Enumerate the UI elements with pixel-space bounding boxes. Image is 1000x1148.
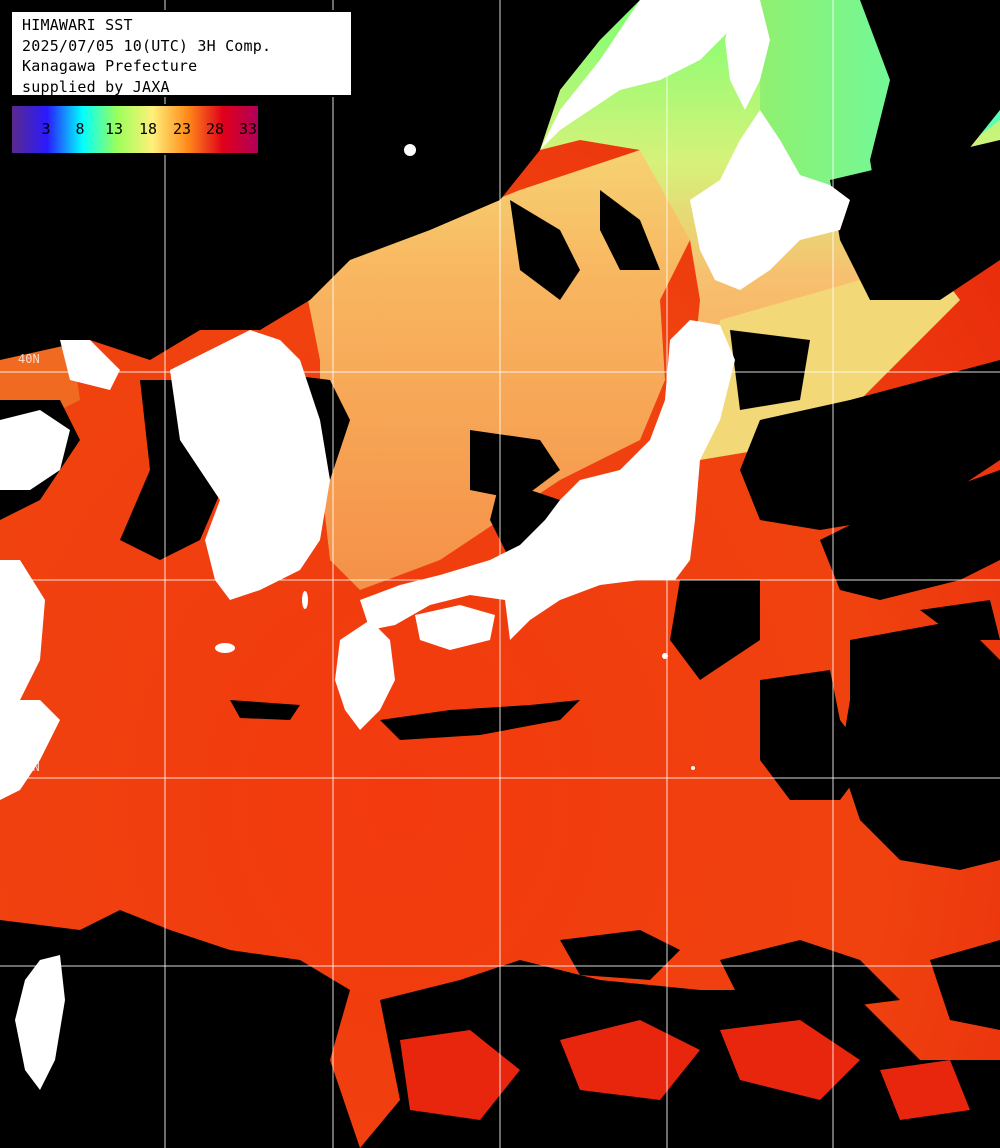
colorbar-tick: 8: [75, 120, 85, 138]
kyushu-land: [335, 620, 395, 730]
colorbar-tick: 18: [138, 120, 158, 138]
korea-land: [170, 330, 330, 600]
info-title: HIMAWARI SST: [22, 16, 133, 34]
colorbar-tick: 33: [238, 120, 258, 138]
sakhalin-land: [725, 0, 770, 110]
land: [0, 0, 850, 1090]
info-timestamp: 2025/07/05 10(UTC) 3H Comp.: [22, 36, 272, 55]
info-source: supplied by JAXA: [22, 77, 170, 96]
colorbar-tick: 13: [104, 120, 124, 138]
colorbar-labels: 3 8 13 18 23 28 33: [12, 106, 258, 153]
southern-warm-patches: [400, 1020, 970, 1120]
colorbar-tick: 3: [41, 120, 51, 138]
latitude-label-30n: 30N: [18, 760, 40, 774]
longitude-label-140e: 140E: [668, 6, 682, 35]
taiwan-land: [15, 955, 65, 1090]
colorbar-tick: 28: [205, 120, 225, 138]
hokkaido-land: [690, 110, 850, 290]
east-japan-water: [700, 260, 960, 460]
temperature-colorbar: 3 8 13 18 23 28 33: [10, 104, 260, 155]
colorbar-tick: 23: [172, 120, 192, 138]
latitude-label-40n: 40N: [18, 352, 40, 366]
honshu-land: [360, 320, 735, 640]
info-region: Kanagawa Prefecture: [22, 57, 198, 75]
info-box: HIMAWARI SST 2025/07/05 10(UTC) 3H Comp.…: [10, 10, 353, 97]
shikoku-land: [415, 605, 495, 650]
